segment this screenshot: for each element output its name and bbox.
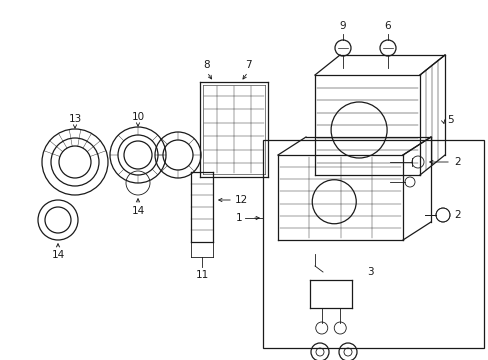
Text: 2: 2: [454, 157, 460, 167]
Text: 7: 7: [244, 60, 251, 70]
Text: 14: 14: [131, 206, 144, 216]
Text: 9: 9: [339, 21, 346, 31]
Text: 14: 14: [51, 250, 64, 260]
Text: 12: 12: [234, 195, 247, 205]
Text: 5: 5: [446, 115, 452, 125]
Text: 13: 13: [68, 114, 81, 124]
Text: 3: 3: [366, 267, 372, 277]
Bar: [263, 140, 483, 348]
Text: 10: 10: [131, 112, 144, 122]
Text: 2: 2: [454, 210, 460, 220]
Text: 1: 1: [235, 213, 242, 223]
Text: 11: 11: [195, 270, 208, 280]
Text: 8: 8: [203, 60, 210, 70]
Text: 6: 6: [384, 21, 390, 31]
